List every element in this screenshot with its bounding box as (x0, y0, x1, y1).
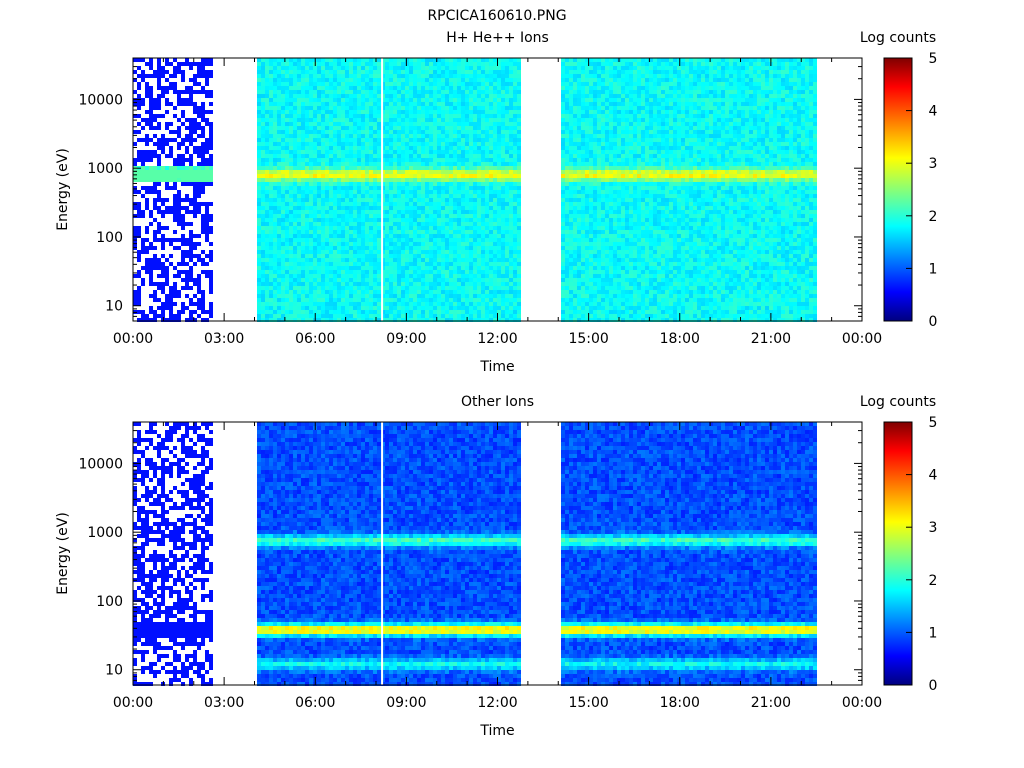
x-tick-label: 06:00 (295, 695, 335, 711)
colorbar-tick-label: 2 (929, 209, 938, 225)
spectrogram (133, 58, 817, 322)
colorbar-tick-label: 4 (929, 104, 938, 120)
x-tick-label: 18:00 (660, 331, 700, 347)
x-tick-label: 00:00 (113, 331, 153, 347)
panel-title: Other Ions (461, 394, 534, 410)
x-axis-label: Time (479, 359, 514, 375)
x-tick-label: 12:00 (477, 695, 517, 711)
colorbar (883, 57, 913, 322)
x-tick-label: 03:00 (204, 695, 244, 711)
y-tick-label: 10 (105, 299, 123, 315)
x-tick-label: 00:00 (842, 331, 882, 347)
x-axis-label: Time (479, 723, 514, 739)
x-tick-label: 21:00 (751, 331, 791, 347)
colorbar-tick-label: 4 (929, 468, 938, 484)
colorbar-tick-label: 3 (929, 156, 938, 172)
y-tick-label: 10000 (78, 456, 123, 472)
x-tick-label: 12:00 (477, 331, 517, 347)
colorbar-tick-label: 1 (929, 261, 938, 277)
y-tick-label: 10000 (78, 92, 123, 108)
colorbar-label: Log counts (860, 394, 936, 410)
colorbar-label: Log counts (860, 30, 936, 46)
panel-1: 00:00 03:00 06:00 09:00 12:00 15:00 18:00 21:00… (55, 30, 938, 375)
colorbar-tick-label: 5 (929, 51, 938, 67)
panel-2: 00:00 03:00 06:00 09:00 12:00 15:00 18:00 21:00… (55, 394, 938, 739)
x-tick-label: 00:00 (842, 695, 882, 711)
x-tick-label: 09:00 (386, 695, 426, 711)
panel-title: H+ He++ Ions (446, 30, 549, 46)
x-tick-label: 21:00 (751, 695, 791, 711)
x-tick-label: 00:00 (113, 695, 153, 711)
colorbar-tick-label: 2 (929, 573, 938, 589)
y-tick-label: 1000 (87, 161, 123, 177)
x-tick-label: 15:00 (568, 331, 608, 347)
x-tick-label: 09:00 (386, 331, 426, 347)
x-tick-label: 03:00 (204, 331, 244, 347)
spectrogram (133, 422, 817, 686)
colorbar-tick-label: 3 (929, 520, 938, 536)
y-tick-label: 1000 (87, 525, 123, 541)
y-tick-label: 100 (96, 594, 123, 610)
y-tick-label: 100 (96, 230, 123, 246)
y-tick-label: 10 (105, 663, 123, 679)
colorbar (883, 421, 913, 686)
x-tick-label: 15:00 (568, 695, 608, 711)
colorbar-tick-label: 0 (929, 678, 938, 694)
colorbar-tick-label: 0 (929, 314, 938, 330)
x-tick-label: 06:00 (295, 331, 335, 347)
colorbar-tick-label: 1 (929, 625, 938, 641)
x-tick-label: 18:00 (660, 695, 700, 711)
figure-title: RPCICA160610.PNG (427, 8, 566, 24)
y-axis-label: Energy (eV) (55, 148, 71, 231)
y-axis-label: Energy (eV) (55, 512, 71, 595)
colorbar-tick-label: 5 (929, 415, 938, 431)
